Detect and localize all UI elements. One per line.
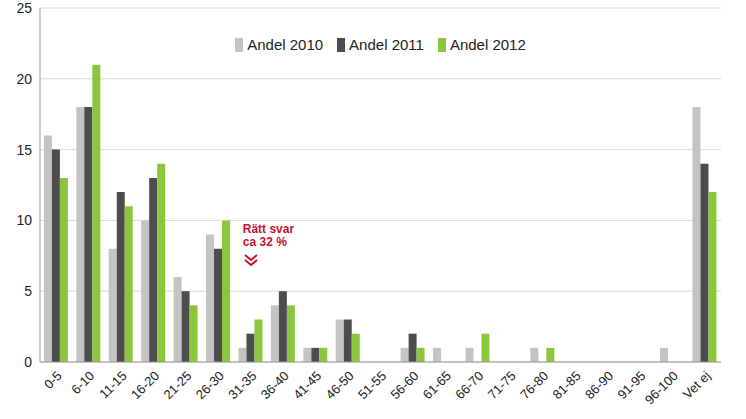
svg-text:86-90: 86-90: [582, 368, 616, 402]
svg-text:11-15: 11-15: [96, 368, 129, 401]
svg-text:66-70: 66-70: [452, 368, 486, 402]
html-text:ca 32 %: ca 32 %: [242, 235, 287, 250]
svg-text:15: 15: [16, 142, 32, 158]
svg-text:51-55: 51-55: [355, 368, 389, 402]
svg-text:20: 20: [16, 71, 32, 87]
svg-text:16-20: 16-20: [128, 368, 162, 402]
html-text:Rätt svar: Rätt svar: [242, 222, 295, 237]
svg-text:0: 0: [24, 354, 32, 370]
svg-text:10: 10: [16, 212, 32, 228]
svg-text:5: 5: [24, 283, 32, 299]
svg-text:76-80: 76-80: [517, 368, 551, 402]
svg-text:21-25: 21-25: [160, 368, 194, 402]
svg-text:0-5: 0-5: [41, 368, 65, 392]
svg-text:26-30: 26-30: [193, 368, 227, 402]
svg-text:61-65: 61-65: [420, 368, 454, 402]
svg-text:91-95: 91-95: [614, 368, 649, 403]
svg-text:Vet ej: Vet ej: [680, 368, 714, 402]
html-text:Andel 2010: Andel 2010: [247, 36, 324, 53]
svg-text:31-35: 31-35: [225, 368, 259, 402]
svg-text:96-100: 96-100: [642, 368, 681, 407]
svg-text:71-75: 71-75: [485, 368, 519, 402]
html-text:Andel 2011: Andel 2011: [349, 36, 424, 53]
svg-text:25: 25: [16, 0, 32, 16]
html-text:Andel 2012: Andel 2012: [449, 36, 526, 53]
svg-text:6-10: 6-10: [68, 368, 97, 397]
svg-text:36-40: 36-40: [258, 368, 292, 402]
svg-text:41-45: 41-45: [290, 368, 324, 402]
svg-text:81-85: 81-85: [550, 368, 584, 402]
svg-text:56-60: 56-60: [387, 368, 421, 402]
svg-text:46-50: 46-50: [323, 368, 357, 402]
